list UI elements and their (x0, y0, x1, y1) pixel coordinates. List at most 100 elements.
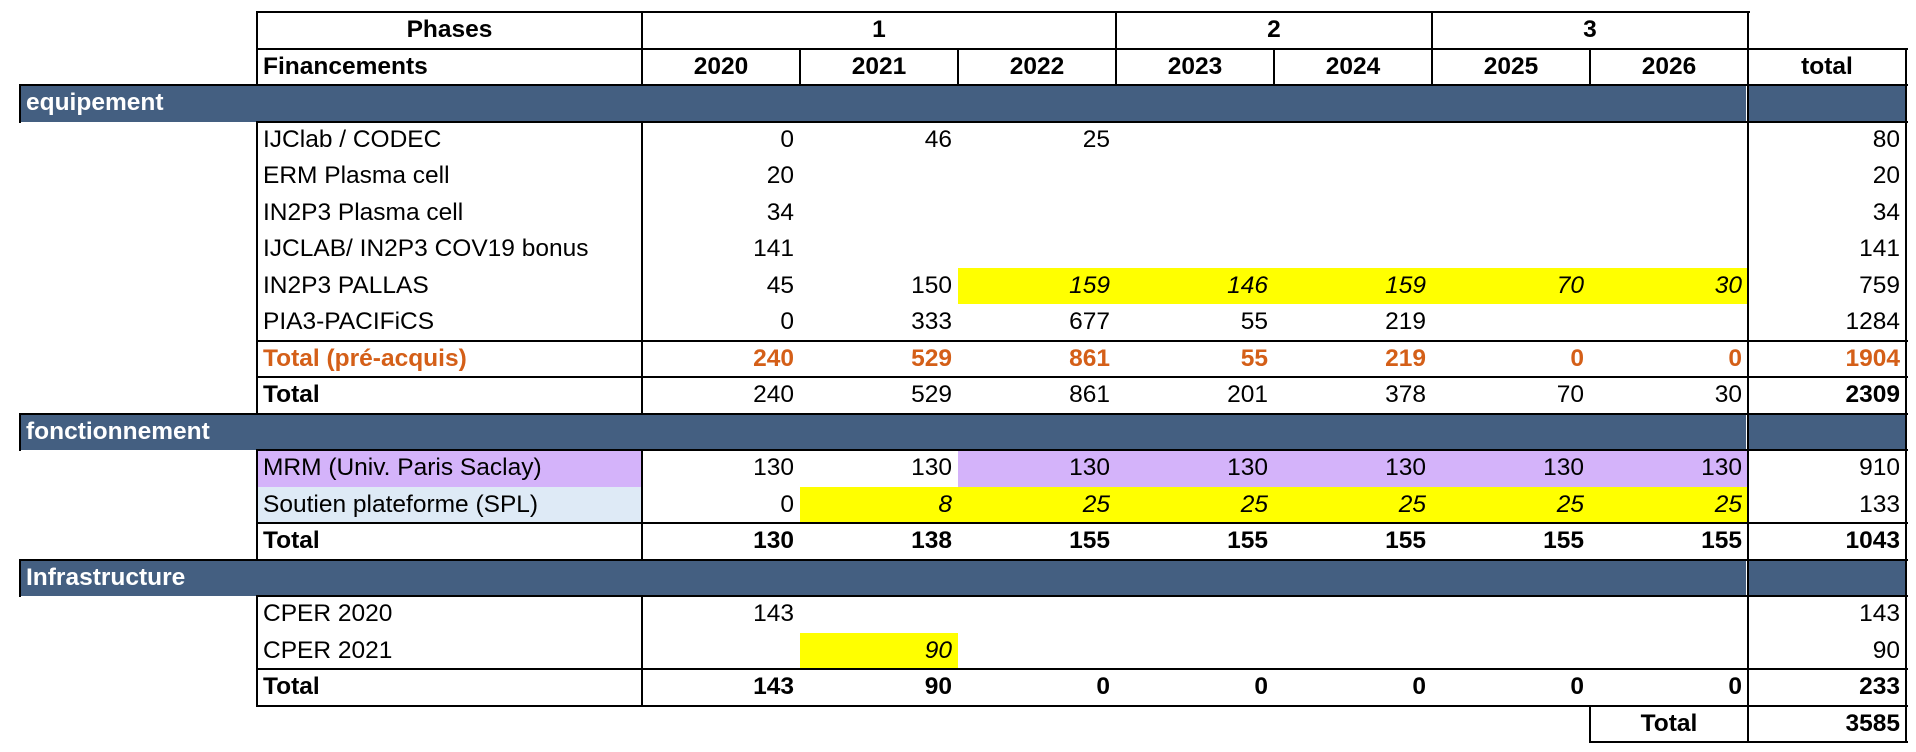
value-cell-2025 (1432, 633, 1590, 670)
value-cell-2023 (1116, 122, 1274, 159)
value-cell-2020: 20 (766, 162, 794, 190)
value-highlight (958, 267, 1748, 304)
value-cell-2022 (958, 158, 1116, 195)
grid-line (256, 595, 258, 707)
value-cell-2020: 130 (753, 527, 794, 555)
year-header-2021: 2021 (851, 52, 907, 80)
grid-line (1431, 11, 1433, 50)
value-cell-2022: 130 (1069, 454, 1110, 482)
grid-line (1905, 84, 1907, 415)
total-row-right-border (1747, 339, 1749, 378)
total-row-right-border (1747, 668, 1749, 707)
value-cell-2026: 155 (1701, 527, 1742, 555)
total-row-right-border (1747, 376, 1749, 415)
year-header-2026: 2026 (1641, 52, 1697, 80)
value-cell-2021: 46 (924, 125, 952, 153)
total-row-top-border (257, 668, 1908, 670)
grid-line (1747, 47, 1749, 86)
row-total-value: 80 (1872, 125, 1900, 153)
value-cell-2021: 130 (911, 454, 952, 482)
value-highlight (958, 450, 1748, 487)
value-cell-2025: 130 (1543, 454, 1584, 482)
row-total-value: 1904 (1845, 344, 1900, 372)
value-cell-2020: 141 (753, 235, 794, 263)
section-total-value: 2309 (1845, 381, 1900, 409)
value-cell-2026: 25 (1714, 490, 1742, 518)
grid-line (1905, 704, 1907, 743)
value-cell-2024: 25 (1398, 490, 1426, 518)
section-title-equipement: equipement (20, 85, 642, 122)
grid-line (1747, 412, 1749, 561)
section-band-total-cell (1749, 85, 1906, 122)
grid-line (641, 449, 643, 561)
value-cell-2021: 8 (938, 490, 952, 518)
year-header-2020: 2020 (693, 52, 749, 80)
value-cell-2020: 130 (753, 454, 794, 482)
row-total-value: 90 (1872, 636, 1900, 664)
total-row-top-border (257, 522, 1908, 524)
value-cell-2020: 0 (780, 490, 794, 518)
section-body-top-border (257, 120, 1908, 123)
row-total-value: 133 (1859, 490, 1900, 518)
value-cell-2026: 130 (1701, 454, 1742, 482)
value-cell-2020: 34 (766, 198, 794, 226)
value-cell-2020: 0 (780, 125, 794, 153)
value-cell-2024: 159 (1385, 271, 1426, 299)
value-cell-2022: 155 (1069, 527, 1110, 555)
value-cell-2022: 861 (1069, 381, 1110, 409)
total-row-right-border (1747, 522, 1749, 561)
grand-total-value: 3585 (1845, 709, 1900, 737)
value-cell-2022: 159 (1069, 271, 1110, 299)
section-band-top-border (20, 558, 1908, 561)
value-cell-2020: 143 (753, 673, 794, 701)
value-cell-2023: 55 (1240, 344, 1268, 372)
row-label: ERM Plasma cell (263, 162, 450, 190)
value-cell-2025 (1432, 158, 1590, 195)
section-total-value: 1043 (1845, 527, 1900, 555)
value-cell-2024 (1274, 195, 1432, 232)
value-cell-2026 (1590, 304, 1748, 341)
value-cell-2020: 0 (780, 308, 794, 336)
value-cell-2025 (1432, 231, 1590, 268)
label-highlight (257, 450, 642, 487)
grid-line (1747, 11, 1749, 50)
value-cell-2021: 138 (911, 527, 952, 555)
grid-line (1747, 704, 1749, 743)
value-cell-2021: 90 (924, 673, 952, 701)
value-cell-2026 (1590, 195, 1748, 232)
value-cell-2024 (1274, 122, 1432, 159)
value-cell-2025: 70 (1556, 381, 1584, 409)
grid-line (1273, 47, 1275, 86)
value-cell-2022 (958, 195, 1116, 232)
year-header-2022: 2022 (1009, 52, 1065, 80)
value-cell-2024 (1274, 231, 1432, 268)
value-cell-2023 (1116, 231, 1274, 268)
value-cell-2026 (1590, 596, 1748, 633)
row-total-value: 759 (1859, 271, 1900, 299)
section-title-infrastructure: Infrastructure (20, 559, 642, 596)
value-cell-2023: 155 (1227, 527, 1268, 555)
grand-total-label: Total (1640, 709, 1698, 737)
value-highlight (800, 632, 958, 669)
value-cell-2023: 201 (1227, 381, 1268, 409)
row-label: CPER 2020 (263, 600, 393, 628)
value-highlight (800, 486, 1748, 523)
phases-header: Phases (406, 16, 493, 44)
year-header-2024: 2024 (1325, 52, 1381, 80)
row-total-value: 34 (1872, 198, 1900, 226)
value-cell-2024 (1274, 596, 1432, 633)
value-cell-2022 (958, 231, 1116, 268)
value-cell-2025 (1432, 596, 1590, 633)
grid-line (1905, 412, 1907, 561)
row-label: IN2P3 Plasma cell (263, 198, 464, 226)
value-cell-2024: 0 (1412, 673, 1426, 701)
section-title-fonctionnement: fonctionnement (20, 413, 642, 450)
value-cell-2022 (958, 596, 1116, 633)
value-cell-2023 (1116, 158, 1274, 195)
grid-line (1589, 47, 1591, 86)
value-cell-2021: 333 (911, 308, 952, 336)
grid-line (19, 84, 21, 123)
phase-3-header: 3 (1583, 16, 1597, 44)
row-label: IJClab / CODEC (263, 125, 442, 153)
